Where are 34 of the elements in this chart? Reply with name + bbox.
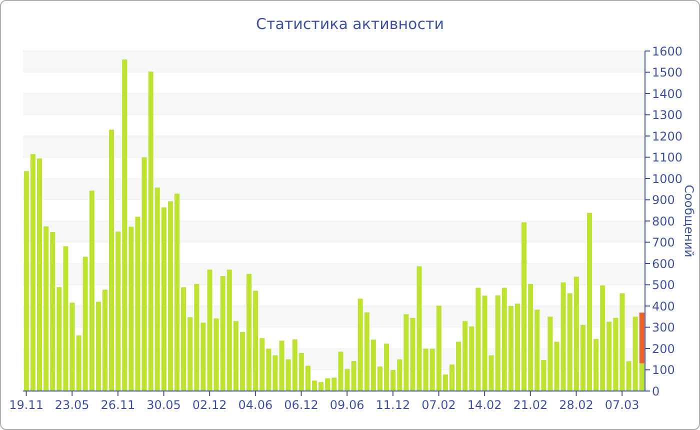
x-tick-label: 11.12 bbox=[376, 398, 410, 412]
x-tick-label: 09.06 bbox=[330, 398, 364, 412]
y-tick-label: 200 bbox=[652, 342, 675, 356]
x-tick-label: 26.11 bbox=[100, 398, 136, 412]
x-tick-label: 14.02 bbox=[467, 398, 502, 412]
x-tick-label: 19.11 bbox=[9, 398, 44, 412]
y-tick-label: 1500 bbox=[652, 66, 683, 80]
x-tick-label: 30.05 bbox=[146, 398, 181, 412]
x-tick-label: 28.02 bbox=[559, 398, 594, 412]
y-tick-label: 1200 bbox=[652, 129, 683, 144]
y-tick-label: 700 bbox=[652, 236, 675, 250]
x-tick-label: 04.06 bbox=[238, 398, 273, 412]
y-tick-label: 1100 bbox=[652, 150, 683, 165]
chart-title: Статистика активности bbox=[255, 15, 445, 33]
y-tick-label: 1300 bbox=[652, 108, 683, 122]
y-tick-label: 400 bbox=[652, 299, 675, 314]
x-tick-label: 06.12 bbox=[284, 398, 318, 412]
y-tick-label: 900 bbox=[652, 193, 675, 208]
y-axis-title: Сообщений bbox=[682, 184, 696, 258]
y-tick-label: 0 bbox=[652, 384, 660, 398]
y-tick-label: 1000 bbox=[652, 172, 683, 186]
x-tick-label: 23.05 bbox=[54, 398, 90, 412]
y-tick-label: 100 bbox=[652, 363, 675, 378]
y-tick-label: 1400 bbox=[652, 86, 683, 101]
y-tick-label: 1600 bbox=[652, 44, 683, 58]
x-tick-label: 07.03 bbox=[604, 398, 640, 412]
y-tick-label: 300 bbox=[652, 320, 675, 335]
y-tick-label: 500 bbox=[652, 278, 675, 292]
x-tick-label: 02.12 bbox=[192, 398, 227, 412]
x-tick-label: 21.02 bbox=[513, 398, 548, 412]
y-tick-label: 800 bbox=[652, 214, 675, 228]
x-tick-label: 07.02 bbox=[422, 398, 456, 412]
y-tick-label: 600 bbox=[652, 256, 675, 271]
bar bbox=[639, 312, 644, 364]
